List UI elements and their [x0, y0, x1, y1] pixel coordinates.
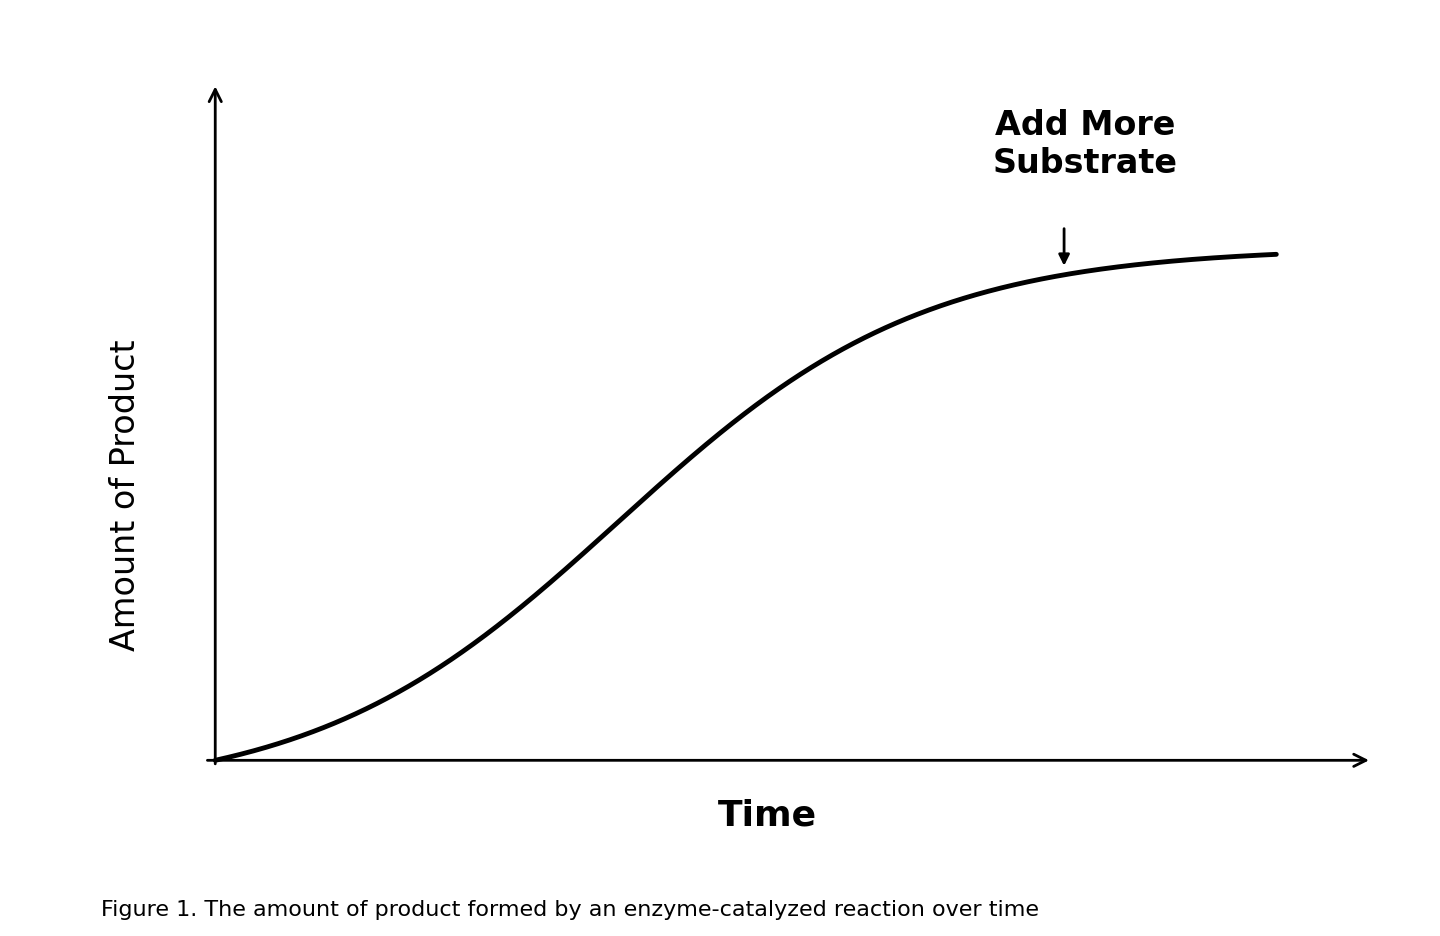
Text: Amount of Product: Amount of Product	[108, 340, 141, 651]
Text: Figure 1. The amount of product formed by an enzyme-catalyzed reaction over time: Figure 1. The amount of product formed b…	[101, 899, 1038, 919]
Text: Time: Time	[717, 797, 816, 831]
Text: Add More
Substrate: Add More Substrate	[992, 109, 1178, 180]
